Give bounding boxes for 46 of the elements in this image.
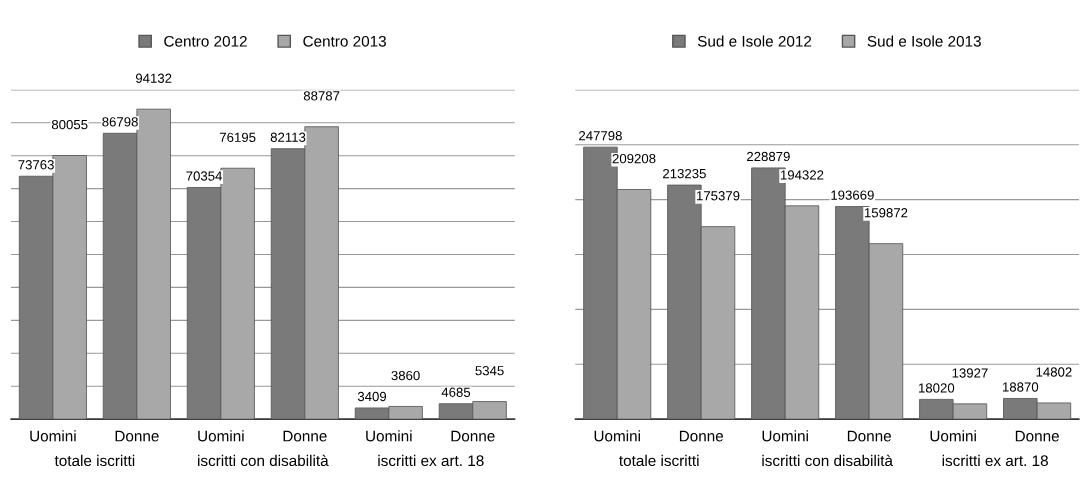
data-label: 194322	[780, 170, 824, 180]
data-label: 76195	[219, 132, 256, 142]
x-tick-label: Uomini	[30, 430, 76, 442]
data-label: 73763	[18, 160, 54, 170]
data-label: 3409	[357, 391, 387, 402]
data-label: 14802	[1036, 367, 1072, 377]
data-label: 18020	[919, 383, 955, 393]
x-tick-label: Uomini	[198, 430, 244, 442]
data-label: 247798	[579, 131, 622, 141]
data-label: 175379	[696, 191, 740, 201]
data-label: 4685	[441, 387, 471, 397]
data-label: 80055	[51, 119, 88, 130]
data-label: 94132	[135, 73, 172, 83]
legend-label: Centro 2012	[164, 35, 247, 47]
data-label: 82113	[270, 132, 306, 142]
text: iscritti ex art. 18	[942, 454, 1048, 467]
x-tick-label: Uomini	[930, 430, 976, 442]
data-label: 18870	[1002, 382, 1039, 392]
legend-label: Sud e Isole 2012	[697, 35, 812, 47]
legend-label: Sud e Isole 2013	[867, 35, 981, 47]
x-tick-label: Donne	[451, 430, 495, 442]
x-tick-label: Donne	[115, 430, 159, 442]
text: iscritti con disabilità	[762, 454, 893, 467]
text: iscritti ex art. 18	[378, 454, 484, 467]
text: totale iscritti	[619, 454, 699, 467]
x-tick-label: Donne	[283, 430, 327, 442]
x-tick-label: Uomini	[762, 430, 808, 442]
text: iscritti con disabilità	[198, 454, 329, 467]
x-tick-label: Donne	[847, 430, 891, 442]
legend-label: Centro 2013	[303, 35, 386, 47]
data-label: 209208	[612, 153, 656, 164]
data-label: 86798	[102, 117, 138, 127]
data-label: 213235	[663, 168, 706, 179]
data-label: 228879	[747, 151, 790, 162]
text: totale iscritti	[54, 454, 135, 467]
data-label: 88787	[303, 91, 340, 101]
data-label: 70354	[186, 171, 223, 181]
data-label: 159872	[864, 208, 908, 218]
data-label: 3860	[391, 370, 420, 381]
data-label: 193669	[831, 190, 874, 200]
x-tick-label: Donne	[679, 430, 724, 442]
x-tick-label: Donne	[1015, 430, 1059, 442]
x-tick-label: Uomini	[594, 430, 640, 442]
x-tick-label: Uomini	[366, 430, 412, 442]
data-label: 13927	[952, 368, 988, 378]
data-label: 5345	[475, 365, 504, 376]
